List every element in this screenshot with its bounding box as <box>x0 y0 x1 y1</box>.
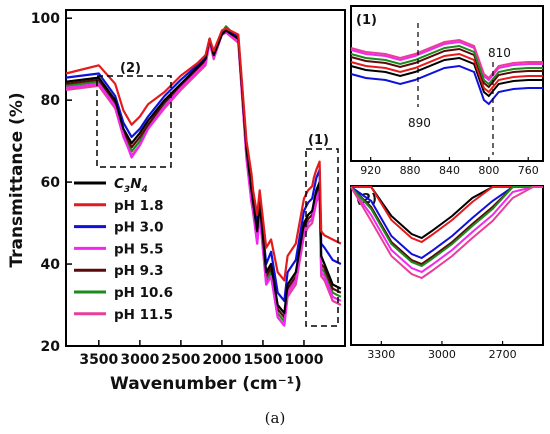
y-tick-label: 20 <box>41 339 61 355</box>
legend-label: pH 3.0 <box>114 220 164 236</box>
region-label-1: (1) <box>308 133 329 148</box>
inset1-line <box>350 38 543 80</box>
inset1-line <box>350 52 543 94</box>
main-plot-frame <box>65 9 346 347</box>
inset1-x-tick-label: 920 <box>360 164 381 177</box>
inset2-series-group <box>350 186 543 280</box>
inset2-line <box>350 186 543 268</box>
region-label-2: (2) <box>120 61 141 76</box>
inset1-label: (1) <box>356 13 377 28</box>
inset1-annot-890: 890 <box>408 116 431 130</box>
inset1-line <box>350 40 543 82</box>
legend-label: C3N4 <box>114 176 148 195</box>
legend-label: pH 10.6 <box>114 285 173 301</box>
series-line-ph-5.5 <box>65 31 342 327</box>
series-line-c3n4 <box>65 29 342 315</box>
x-tick-label: 1000 <box>284 352 323 368</box>
inset1-frame <box>350 5 544 162</box>
inset1-x-tick-label: 760 <box>518 164 539 177</box>
inset1-axes: 920 880 840 800 760 <box>360 157 539 177</box>
inset1-line <box>350 56 543 98</box>
inset2-axes: 3300 3000 2700 <box>367 341 517 361</box>
region-box-2 <box>96 75 172 168</box>
x-tick-label: 2000 <box>202 352 241 368</box>
legend-label: pH 1.8 <box>114 198 164 214</box>
figure-caption: (a) <box>265 409 286 427</box>
x-axis-title: Wavenumber (cm⁻¹) <box>110 374 302 394</box>
inset1-x-tick-label: 880 <box>400 164 421 177</box>
inset1-x-tick-label: 800 <box>478 164 499 177</box>
inset2-x-tick-label: 3300 <box>367 348 395 361</box>
inset2-line <box>350 186 543 280</box>
main-axes: 3500 3000 2500 2000 1500 1000 20 40 60 80 100 <box>31 11 324 368</box>
y-tick-label: 60 <box>41 175 61 191</box>
x-tick-label: 2500 <box>161 352 200 368</box>
series-line-ph-10.6 <box>65 25 342 323</box>
inset1-line <box>350 64 543 106</box>
inset2-line <box>350 186 543 274</box>
inset2-frame <box>350 185 544 346</box>
y-axis-title: Transmittance (%) <box>7 92 27 267</box>
series-line-ph-1.8 <box>65 27 342 282</box>
legend-label: pH 9.3 <box>114 263 164 279</box>
inset1-annot-810: 810 <box>488 46 511 60</box>
x-tick-label: 3500 <box>79 352 118 368</box>
legend-label: pH 5.5 <box>114 241 164 257</box>
inset1-x-tick-label: 840 <box>439 164 460 177</box>
legend-label: pH 11.5 <box>114 307 173 323</box>
inset1-line <box>350 44 543 86</box>
inset1-line <box>350 47 543 89</box>
inset2-x-tick-label: 2700 <box>489 348 517 361</box>
main-series-group <box>65 25 342 327</box>
x-tick-label: 1500 <box>243 352 282 368</box>
y-tick-label: 100 <box>31 11 60 27</box>
x-tick-label: 3000 <box>120 352 159 368</box>
inset2-x-tick-label: 3000 <box>428 348 456 361</box>
y-tick-label: 40 <box>41 257 61 273</box>
region-box-1 <box>305 148 339 327</box>
legend: C3N4 pH 1.8 pH 3.0 pH 5.5 pH 9.3 pH 10.6 pH 11… <box>74 176 173 323</box>
y-tick-label: 80 <box>41 93 61 109</box>
inset1-series-group <box>350 38 543 106</box>
